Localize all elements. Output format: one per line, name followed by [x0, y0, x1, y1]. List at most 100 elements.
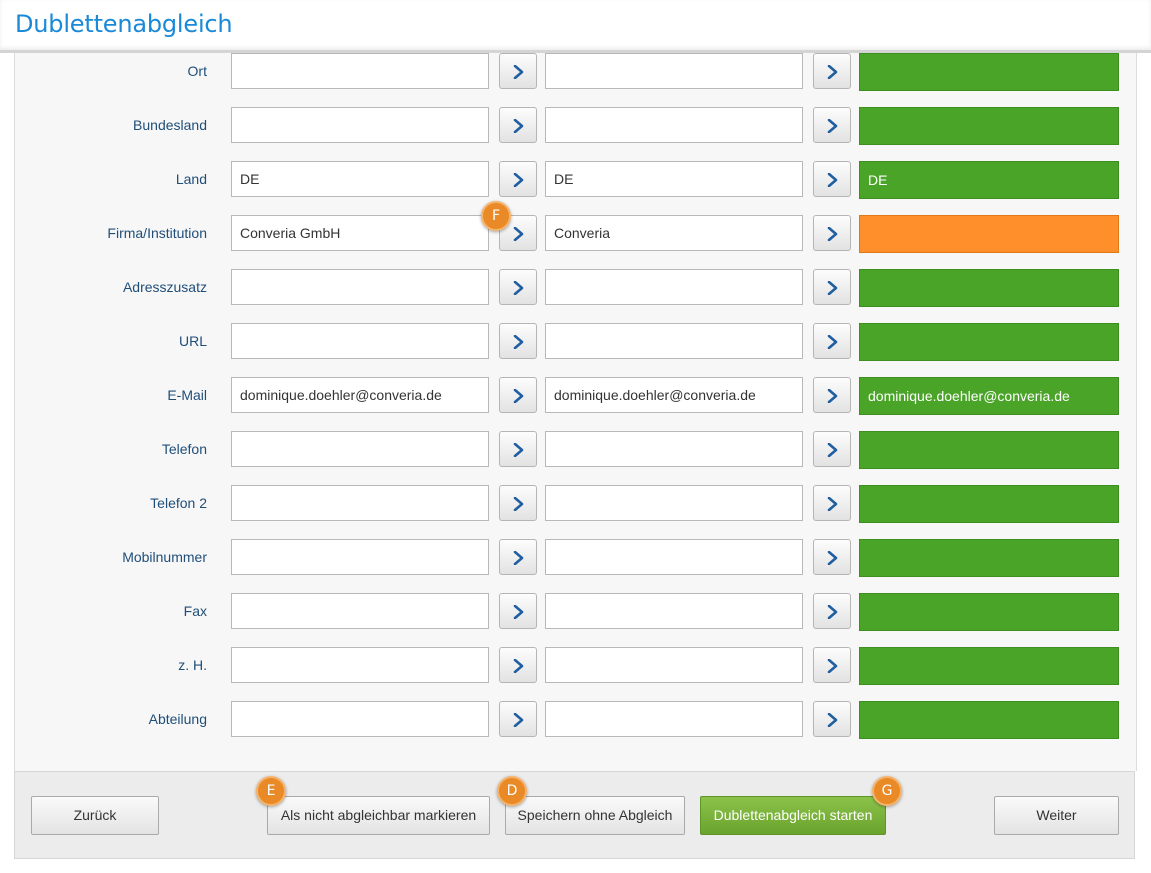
merged-result-value[interactable]: [859, 269, 1119, 307]
chevron-right-icon: [827, 227, 838, 241]
field-label: Telefon 2: [150, 495, 207, 511]
record-2-value[interactable]: [545, 53, 803, 89]
record-2-value[interactable]: [545, 269, 803, 305]
merged-result-value[interactable]: [859, 107, 1119, 145]
record-2-value[interactable]: [545, 647, 803, 683]
take-over-right-button[interactable]: [813, 53, 851, 89]
record-1-value[interactable]: DE: [231, 161, 489, 197]
take-over-left-button[interactable]: [499, 323, 537, 359]
start-duplicate-match-button[interactable]: Dublettenabgleich starten: [700, 796, 886, 835]
chevron-right-icon: [827, 119, 838, 133]
chevron-right-icon: [513, 443, 524, 457]
take-over-left-button[interactable]: [499, 53, 537, 89]
take-over-right-button[interactable]: [813, 431, 851, 467]
record-1-value[interactable]: [231, 647, 489, 683]
merged-result-value[interactable]: [859, 539, 1119, 577]
next-button[interactable]: Weiter: [994, 796, 1119, 835]
record-1-value[interactable]: [231, 323, 489, 359]
take-over-right-button[interactable]: [813, 701, 851, 737]
comparison-row: URL: [15, 323, 1136, 363]
record-1-value[interactable]: Converia GmbH: [231, 215, 489, 251]
record-1-value[interactable]: [231, 53, 489, 89]
mark-not-matchable-button[interactable]: Als nicht abgleichbar markieren: [267, 796, 490, 835]
record-1-value[interactable]: [231, 701, 489, 737]
record-2-value[interactable]: Converia: [545, 215, 803, 251]
take-over-left-button[interactable]: [499, 593, 537, 629]
chevron-right-icon: [827, 65, 838, 79]
chevron-right-icon: [513, 65, 524, 79]
comparison-row: Land DE DE DE: [15, 161, 1136, 201]
record-1-value[interactable]: [231, 269, 489, 305]
merged-result-value[interactable]: [859, 593, 1119, 631]
record-2-value[interactable]: [545, 539, 803, 575]
comparison-row: Bundesland: [15, 107, 1136, 147]
merged-result-value[interactable]: [859, 53, 1119, 91]
take-over-right-button[interactable]: [813, 593, 851, 629]
take-over-left-button[interactable]: [499, 431, 537, 467]
chevron-right-icon: [827, 659, 838, 673]
merged-result-value[interactable]: [859, 215, 1119, 253]
merged-result-value[interactable]: [859, 701, 1119, 739]
record-1-value[interactable]: dominique.doehler@converia.de: [231, 377, 489, 413]
record-1-value[interactable]: [231, 593, 489, 629]
take-over-left-button[interactable]: [499, 647, 537, 683]
take-over-left-button[interactable]: [499, 161, 537, 197]
back-button[interactable]: Zurück: [31, 796, 159, 835]
take-over-right-button[interactable]: [813, 107, 851, 143]
chevron-right-icon: [513, 335, 524, 349]
comparison-row: Adresszusatz: [15, 269, 1136, 309]
record-1-value[interactable]: [231, 485, 489, 521]
field-label: Bundesland: [133, 117, 207, 133]
chevron-right-icon: [513, 281, 524, 295]
take-over-left-button[interactable]: [499, 485, 537, 521]
chevron-right-icon: [827, 443, 838, 457]
take-over-left-button[interactable]: [499, 377, 537, 413]
merged-result-value[interactable]: [859, 431, 1119, 469]
field-label: E-Mail: [167, 387, 207, 403]
take-over-right-button[interactable]: [813, 161, 851, 197]
record-2-value[interactable]: [545, 485, 803, 521]
take-over-left-button[interactable]: [499, 701, 537, 737]
merged-result-value[interactable]: [859, 323, 1119, 361]
field-label: Firma/Institution: [107, 225, 207, 241]
record-1-value[interactable]: [231, 539, 489, 575]
chevron-right-icon: [513, 605, 524, 619]
merged-result-value[interactable]: [859, 485, 1119, 523]
record-2-value[interactable]: dominique.doehler@converia.de: [545, 377, 803, 413]
chevron-right-icon: [513, 497, 524, 511]
chevron-right-icon: [513, 389, 524, 403]
take-over-right-button[interactable]: [813, 485, 851, 521]
field-label: Mobilnummer: [122, 549, 207, 565]
take-over-right-button[interactable]: [813, 269, 851, 305]
record-2-value[interactable]: [545, 431, 803, 467]
take-over-right-button[interactable]: [813, 647, 851, 683]
take-over-left-button[interactable]: [499, 539, 537, 575]
take-over-right-button[interactable]: [813, 323, 851, 359]
record-2-value[interactable]: DE: [545, 161, 803, 197]
record-2-value[interactable]: [545, 323, 803, 359]
chevron-right-icon: [513, 119, 524, 133]
merged-result-value[interactable]: DE: [859, 161, 1119, 199]
record-1-value[interactable]: [231, 107, 489, 143]
take-over-left-button[interactable]: [499, 269, 537, 305]
take-over-right-button[interactable]: [813, 215, 851, 251]
comparison-row: z. H.: [15, 647, 1136, 687]
record-2-value[interactable]: [545, 701, 803, 737]
record-2-value[interactable]: [545, 593, 803, 629]
comparison-panel: Ort Bundesland Land DE DE DE Firma/Institution…: [14, 53, 1137, 771]
record-2-value[interactable]: [545, 107, 803, 143]
field-label: Adresszusatz: [122, 279, 207, 295]
merged-result-value[interactable]: [859, 647, 1119, 685]
record-1-value[interactable]: [231, 431, 489, 467]
take-over-right-button[interactable]: [813, 539, 851, 575]
take-over-left-button[interactable]: [499, 107, 537, 143]
chevron-right-icon: [513, 551, 524, 565]
save-without-match-button[interactable]: Speichern ohne Abgleich: [505, 796, 685, 835]
chevron-right-icon: [827, 497, 838, 511]
take-over-right-button[interactable]: [813, 377, 851, 413]
footer-toolbar: Zurück Als nicht abgleichbar markieren S…: [14, 771, 1135, 859]
chevron-right-icon: [827, 281, 838, 295]
callout-badge-g: G: [872, 776, 902, 806]
merged-result-value[interactable]: dominique.doehler@converia.de: [859, 377, 1119, 415]
chevron-right-icon: [827, 173, 838, 187]
